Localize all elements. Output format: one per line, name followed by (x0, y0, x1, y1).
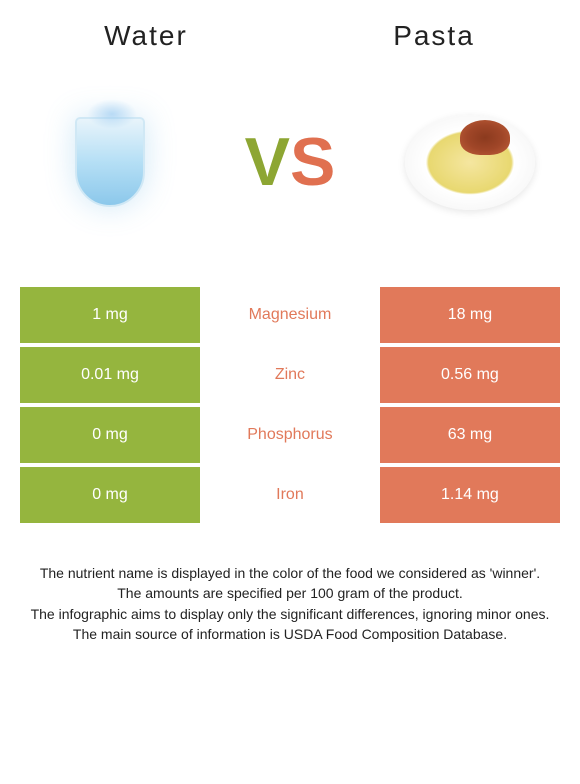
footer-line: The main source of information is USDA F… (30, 624, 550, 644)
footer-line: The infographic aims to display only the… (30, 604, 550, 624)
s-letter: S (290, 123, 335, 201)
water-value: 1 mg (20, 287, 200, 343)
footer-line: The nutrient name is displayed in the co… (30, 563, 550, 583)
nutrient-name: Phosphorus (200, 407, 380, 463)
water-glass-icon (75, 117, 145, 207)
pasta-plate-icon (405, 115, 535, 210)
footer: The nutrient name is displayed in the co… (20, 563, 560, 644)
vs-text: VS (245, 123, 336, 201)
pasta-title: Pasta (338, 20, 530, 52)
table-row: 0.01 mg Zinc 0.56 mg (20, 347, 560, 403)
table-row: 0 mg Phosphorus 63 mg (20, 407, 560, 463)
table-row: 0 mg Iron 1.14 mg (20, 467, 560, 523)
table-row: 1 mg Magnesium 18 mg (20, 287, 560, 343)
pasta-value: 63 mg (380, 407, 560, 463)
v-letter: V (245, 123, 290, 201)
water-image (35, 87, 185, 237)
nutrient-name: Magnesium (200, 287, 380, 343)
water-value: 0 mg (20, 467, 200, 523)
water-title: Water (50, 20, 242, 52)
nutrient-name: Zinc (200, 347, 380, 403)
pasta-value: 1.14 mg (380, 467, 560, 523)
water-value: 0.01 mg (20, 347, 200, 403)
pasta-image (395, 87, 545, 237)
footer-line: The amounts are specified per 100 gram o… (30, 583, 550, 603)
nutrient-name: Iron (200, 467, 380, 523)
header: Water Pasta (20, 20, 560, 52)
water-value: 0 mg (20, 407, 200, 463)
nutrient-table: 1 mg Magnesium 18 mg 0.01 mg Zinc 0.56 m… (20, 287, 560, 523)
pasta-value: 18 mg (380, 287, 560, 343)
vs-row: VS (20, 67, 560, 257)
pasta-value: 0.56 mg (380, 347, 560, 403)
